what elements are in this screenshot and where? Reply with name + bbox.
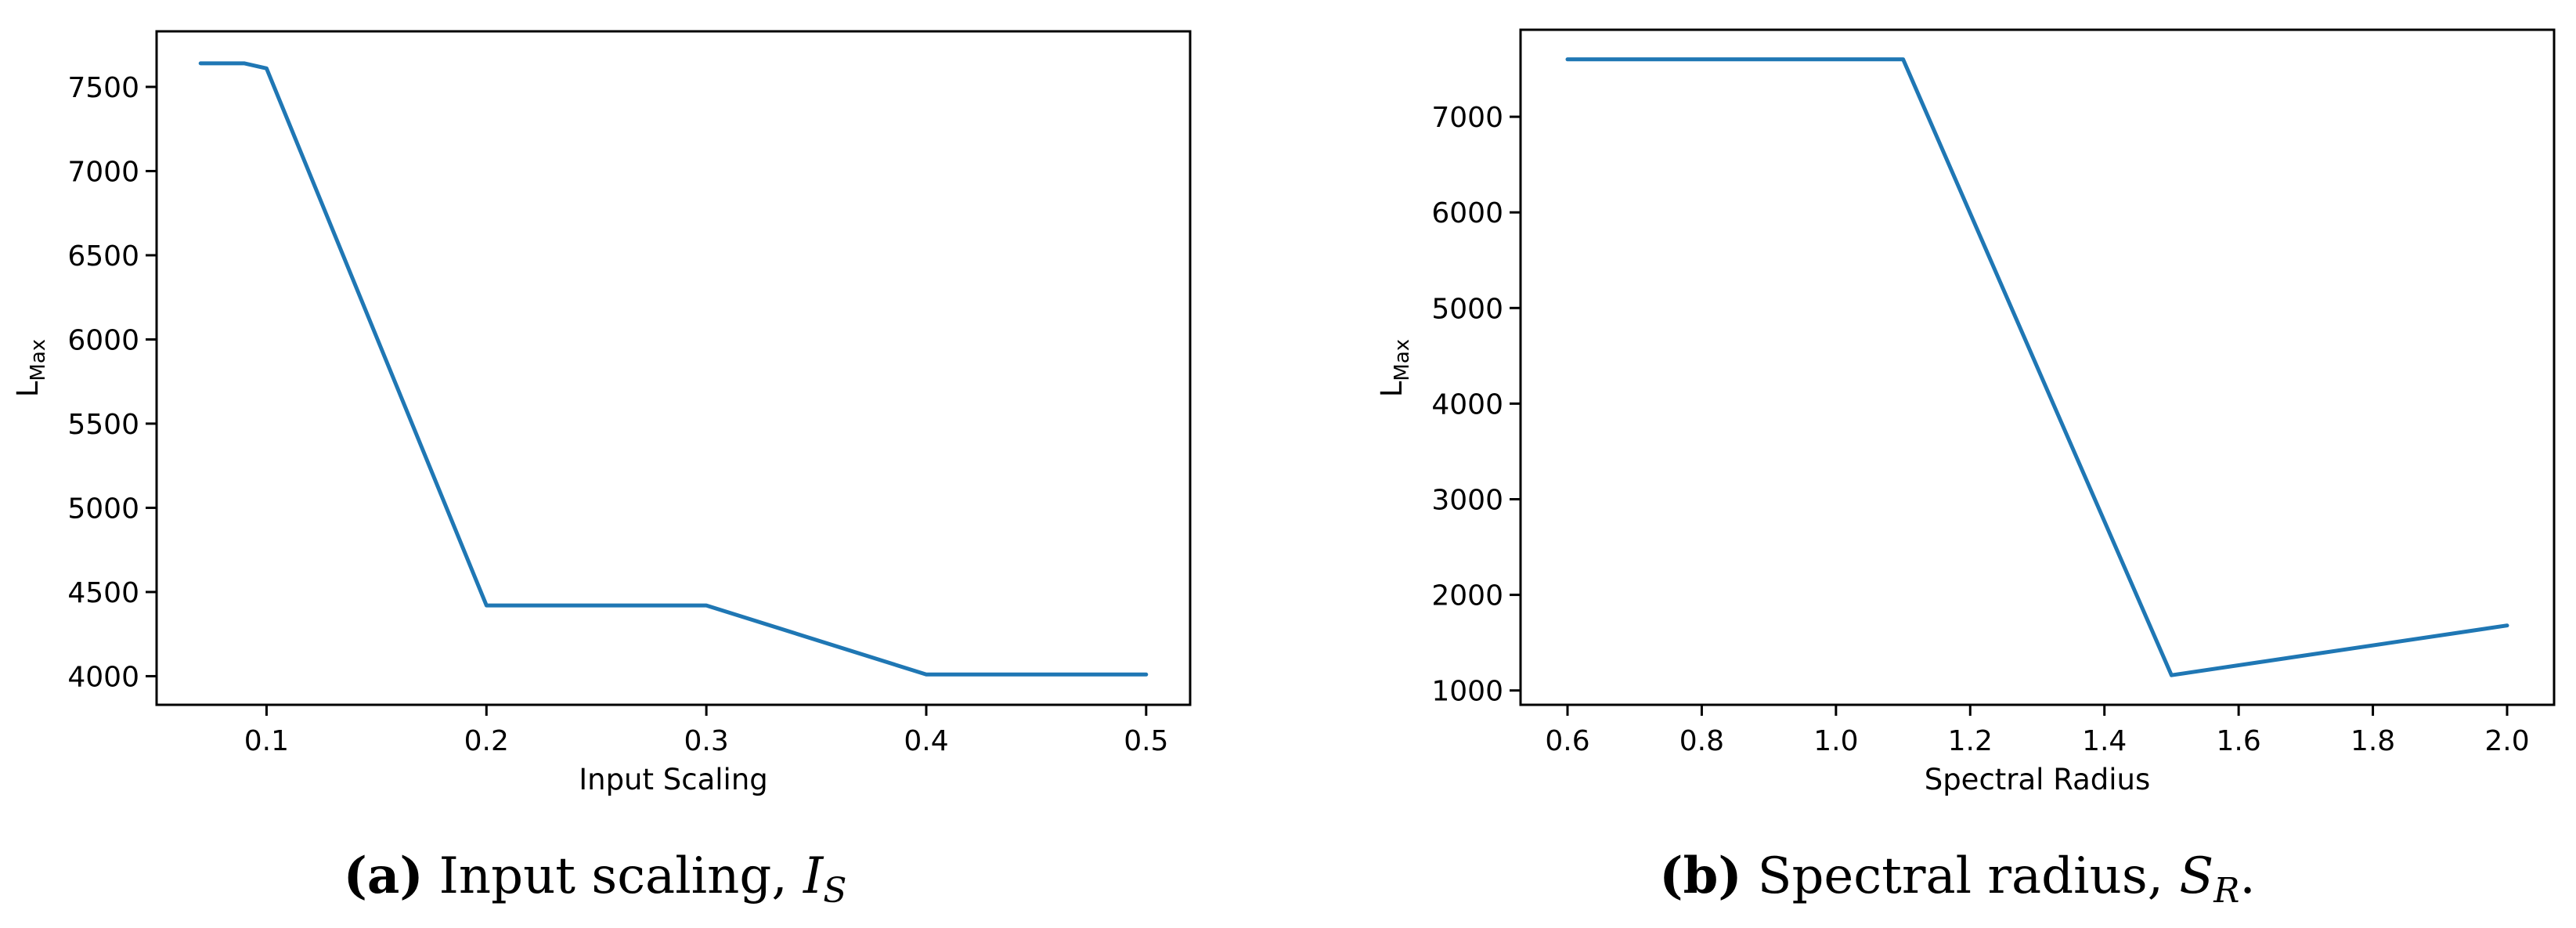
series-line [1565,57,2509,677]
y-tick-label: 6500 [67,240,139,273]
panel-caption: (a) Input scaling, IS [344,847,847,911]
x-axis-label: Input Scaling [579,763,768,796]
y-tick-label: 4000 [1431,388,1503,421]
x-tick-label: 0.8 [1679,725,1724,757]
x-tick-label: 0.1 [244,725,289,757]
caption-variable-subscript: S [823,871,846,911]
y-tick-label: 3000 [1431,484,1503,516]
plot-frame [155,30,1192,706]
x-tick-label: 1.0 [1813,725,1858,757]
y-tick-label: 7000 [1431,102,1503,134]
caption-variable-subscript: R [2213,871,2239,911]
x-tick-label: 2.0 [2484,725,2529,757]
x-axis-label: Spectral Radius [1925,763,2151,796]
chart-panel-input-scaling: 0.1 0.2 0.3 0.4 0.5 4000 4500 5000 5500 6000 6500… [11,30,1192,911]
x-tick-label: 0.5 [1124,725,1168,757]
caption-variable: I [803,847,824,905]
y-axis-label: LMax [11,339,50,397]
y-tick-label: 1000 [1431,676,1503,708]
plot-frame [1519,28,2556,706]
caption-letter: (b) [1659,847,1741,905]
x-tick-label: 1.8 [2351,725,2395,757]
x-tick-label: 1.6 [2217,725,2261,757]
y-tick-label: 2000 [1431,580,1503,612]
y-ticks: 4000 4500 5000 5500 6000 6500 7000 7500 [67,72,157,693]
x-tick-label: 0.3 [684,725,728,757]
y-axis-label-main: L [11,381,45,397]
y-tick-label: 7500 [67,72,139,104]
caption-end: . [2239,847,2255,905]
y-tick-label: 6000 [67,324,139,356]
y-axis-label-subscript: Max [27,339,50,381]
x-tick-label: 0.2 [464,725,509,757]
y-tick-label: 6000 [1431,197,1503,229]
x-ticks: 0.6 0.8 1.0 1.2 1.4 1.6 1.8 2.0 [1545,705,2530,757]
y-tick-label: 5500 [67,409,139,441]
x-ticks: 0.1 0.2 0.3 0.4 0.5 [244,705,1168,757]
y-axis-label-main: L [1375,381,1409,397]
y-tick-label: 7000 [67,156,139,188]
y-axis-label: LMax [1375,339,1414,397]
caption-variable: S [2179,847,2213,905]
y-axis-label-subscript: Max [1391,339,1414,381]
caption-text: Spectral radius, [1758,847,2180,905]
series-line [198,61,1149,677]
y-ticks: 1000 2000 3000 4000 5000 6000 7000 [1431,102,1521,708]
chart-panel-spectral-radius: 0.6 0.8 1.0 1.2 1.4 1.6 1.8 2.0 1000 2000 3000 400… [1375,28,2556,911]
x-tick-label: 0.6 [1545,725,1589,757]
x-tick-label: 1.4 [2082,725,2127,757]
caption-text: Input scaling, [439,847,803,905]
y-tick-label: 5000 [67,493,139,525]
x-tick-label: 0.4 [904,725,948,757]
caption-letter: (a) [344,847,424,905]
y-tick-label: 5000 [1431,293,1503,325]
panel-caption: (b) Spectral radius, SR. [1659,847,2255,911]
x-tick-label: 1.2 [1948,725,1993,757]
y-tick-label: 4000 [67,661,139,693]
y-tick-label: 4500 [67,577,139,609]
